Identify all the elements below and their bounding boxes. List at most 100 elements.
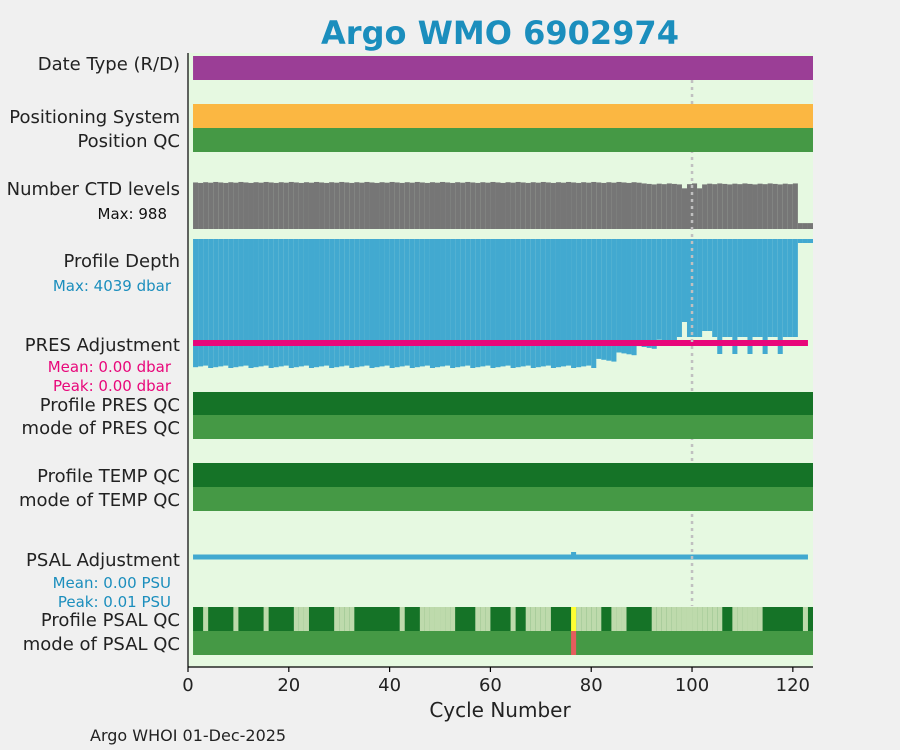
ctd-levels-bar-86 [621,182,627,229]
ctd-levels-bar-96 [671,183,677,229]
profile-depth-bar-107 [727,239,733,337]
profile-psal-qc-light-cycle-51 [445,607,451,631]
profile-depth-bar-72 [550,239,556,368]
profile-depth-bar-17 [273,239,279,368]
ctd-levels-bar-22 [298,182,304,229]
ctd-levels-bar-8 [228,182,234,229]
profile-depth-bar-50 [440,239,446,367]
profile-depth-bar-30 [339,239,345,367]
profile-psal-qc-light-cycle-64 [510,607,516,631]
profile-psal-qc-light-cycle-101 [697,607,703,631]
profile-depth-bar-109 [737,239,743,337]
ctd-levels-bar-38 [379,182,385,229]
ctd-levels-bar-72 [550,182,556,229]
profile-psal-qc-light-cycle-22 [298,607,304,631]
profile-psal-qc-light-cycle-15 [263,607,269,631]
profile-depth-bar-20 [288,239,294,368]
profile-depth-bar-43 [404,239,410,366]
profile-depth-bar-44 [409,239,415,368]
ctd-levels-bar-85 [616,181,622,229]
profile-depth-bar-122 [802,239,808,243]
ctd-levels-bar-31 [344,182,350,229]
ctd-levels-bar-79 [586,182,592,229]
ctd-levels-bar-42 [399,182,405,229]
mode-psal-qc-bar [193,631,813,655]
ctd-levels-bar-49 [434,182,441,229]
ctd-levels-bar-95 [666,183,672,229]
ctd-levels-bar-18 [278,182,284,229]
ctd-levels-bar-92 [651,184,657,229]
profile-depth-bar-62 [500,239,506,367]
profile-psal-qc-light-cycle-102 [702,607,708,631]
profile-depth-bar-110 [742,239,748,337]
ctd-levels-bar-68 [530,182,536,229]
ctd-levels-bar-32 [349,182,355,229]
ctd-levels-bar-23 [303,182,309,229]
profile-depth-bar-40 [389,239,395,368]
profile-depth-bar-14 [258,239,264,367]
profile-psal-qc-light-cycle-78 [581,607,587,631]
ctd-levels-bar-33 [354,182,360,229]
profile-depth-bar-2 [198,239,204,367]
mode-temp-qc-bar [193,487,813,511]
profile-depth-bar-64 [510,239,516,368]
ctd-levels-bar-80 [591,181,597,229]
profile-depth-bar-36 [369,239,375,368]
profile-depth-bar-34 [359,239,365,367]
profile-depth-bar-6 [218,239,224,367]
profile-depth-bar-92 [651,239,657,349]
row-label-date-type: Date Type (R/D) [38,54,180,75]
ctd-levels-bar-70 [540,181,546,229]
profile-depth-bar-111 [747,239,753,354]
ctd-levels-bar-60 [490,181,496,229]
profile-depth-bar-1 [193,239,199,368]
profile-depth-bar-114 [762,239,768,354]
profile-psal-qc-light-cycle-94 [661,607,667,631]
profile-depth-bar-7 [223,239,229,366]
profile-depth-bar-54 [460,239,466,367]
ctd-levels-bar-35 [364,181,370,229]
ctd-levels-bar-57 [475,182,481,229]
psal-peak-label: Peak: 0.01 PSU [58,593,171,611]
x-axis-label: Cycle Number [429,698,571,722]
ctd-levels-bar-21 [293,182,299,229]
profile-psal-qc-light-cycle-79 [586,607,592,631]
profile-depth-bar-95 [666,239,672,342]
profile-depth-bar-78 [581,239,587,367]
row-label-profile-depth: Profile Depth [63,251,180,272]
profile-depth-bar-87 [626,239,632,355]
profile-psal-qc-light-cycle-29 [334,607,340,631]
profile-depth-bar-31 [344,239,350,366]
ctd-levels-bar-25 [314,181,320,229]
ctd-levels-bar-2 [198,182,204,229]
profile-psal-qc-light-cycle-58 [480,607,486,631]
ctd-levels-bar-58 [480,182,486,229]
profile-depth-bar-21 [293,239,299,368]
profile-depth-bar-79 [586,239,592,366]
profile-depth-bar-104 [712,239,718,337]
profile-depth-bar-22 [298,239,304,367]
profile-depth-bar-101 [697,239,703,337]
ctd-levels-bar-15 [263,181,269,229]
profile-depth-bar-13 [253,239,259,368]
row-label-position-qc: Position QC [77,131,180,152]
profile-depth-bar-83 [606,239,612,361]
profile-depth-bar-75 [566,239,572,366]
ctd-levels-bar-91 [646,183,652,229]
psal-mean-label: Mean: 0.00 PSU [53,574,171,592]
profile-psal-qc-light-cycle-68 [530,607,536,631]
ctd-levels-bar-59 [485,182,491,229]
profile-depth-bar-102 [702,239,708,331]
profile-depth-bar-42 [399,239,405,367]
x-tick-label-100: 100 [675,675,709,696]
profile-depth-bar-85 [616,239,622,353]
profile-psal-qc-light-cycle-77 [576,607,582,631]
ctd-levels-bar-36 [369,182,375,229]
profile-depth-bar-48 [429,239,435,368]
profile-psal-qc-light-cycle-96 [671,607,677,631]
row-label-mode-temp-qc: mode of TEMP QC [19,490,180,511]
ctd-levels-bar-52 [450,182,456,229]
profile-psal-qc-light-cycle-113 [757,607,763,631]
x-tick-label-40: 40 [378,675,401,696]
depth-max-label: Max: 4039 dbar [53,277,172,295]
